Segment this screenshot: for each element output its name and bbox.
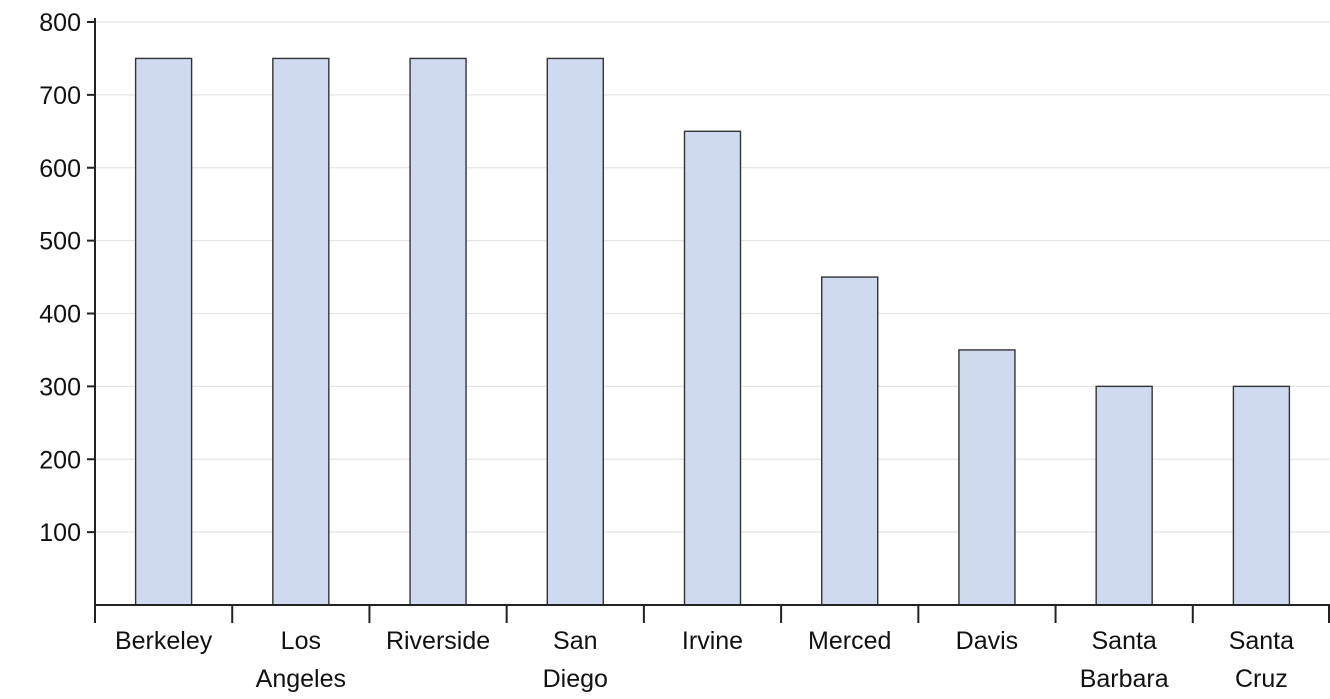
x-tick-label: San (553, 627, 597, 655)
x-tick-label: Santa (1229, 627, 1294, 655)
bars (136, 58, 1290, 605)
x-tick-label: Santa (1091, 627, 1156, 655)
y-tick-label: 200 (39, 446, 81, 474)
x-tick-label: Angeles (256, 665, 346, 693)
y-tick-label: 500 (39, 228, 81, 256)
y-tick-label: 800 (39, 9, 81, 37)
bar (136, 58, 192, 605)
bar (822, 277, 878, 605)
bar (273, 58, 329, 605)
x-tick-label: Riverside (386, 627, 490, 655)
bar (410, 58, 466, 605)
x-tick-label: Merced (808, 627, 891, 655)
bar (1233, 386, 1289, 605)
y-tick-label: 600 (39, 155, 81, 183)
x-tick-label: Davis (956, 627, 1019, 655)
y-tick-label: 400 (39, 301, 81, 329)
x-tick-label: Irvine (682, 627, 743, 655)
bar (685, 131, 741, 605)
bar (959, 350, 1015, 605)
x-tick-label: Diego (543, 665, 608, 693)
y-tick-label: 100 (39, 519, 81, 547)
x-tick-label: Los (281, 627, 321, 655)
y-tick-label: 700 (39, 82, 81, 110)
x-tick-label: Berkeley (115, 627, 213, 655)
x-tick-label: Cruz (1235, 665, 1288, 693)
bar (547, 58, 603, 605)
y-tick-label: 300 (39, 373, 81, 401)
bar (1096, 386, 1152, 605)
x-tick-label: Barbara (1080, 665, 1169, 693)
